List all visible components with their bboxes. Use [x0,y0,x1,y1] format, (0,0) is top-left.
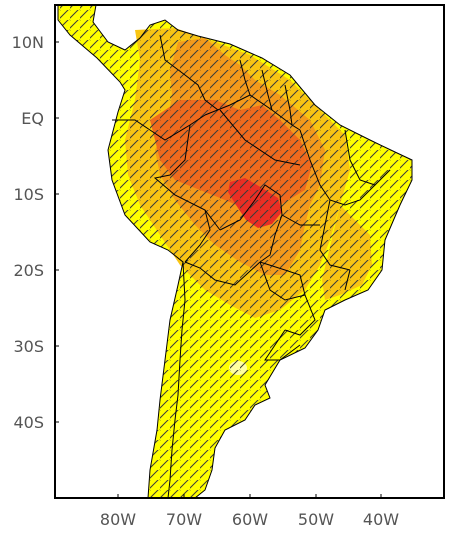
lon-label-60w: 60W [232,510,268,529]
border-chile-argentina [167,261,186,498]
lat-ticks [55,41,59,423]
lon-label-70w: 70W [166,510,202,529]
border-venezuela-guyana [239,59,251,96]
lat-label-40s: 40S [13,413,44,432]
country-borders [57,5,413,498]
border-colombia-peru [149,114,206,141]
lat-label-eq: EQ [21,109,44,128]
border-brazil-states-4 [281,214,320,226]
border-suriname-guiana [284,84,293,126]
border-colombia-venezuela [159,34,219,111]
lon-label-80w: 80W [100,510,136,529]
border-guyana-suriname [261,69,273,111]
map-area [57,5,413,498]
border-bolivia-brazil [219,184,283,263]
border-brazil-states-2 [319,199,351,271]
lat-label-10n: 10N [12,33,44,52]
border-brazil-states-3 [344,129,391,186]
lon-ticks [117,494,382,498]
coastline [57,5,413,498]
border-argentina-brazil [284,294,316,336]
border-brazil-states-5 [344,269,351,291]
border-bolivia-chile [184,261,261,286]
significance-hatching [58,5,412,498]
border-peru-bolivia [184,209,211,263]
lat-label-10s: 10S [13,185,44,204]
lat-label-30s: 30S [13,337,44,356]
border-brazil-states-6 [219,109,301,166]
lon-label-50w: 50W [298,510,334,529]
border-north-brazil [204,94,301,131]
lon-labels: 80W 70W 60W 50W 40W [100,510,399,529]
lon-label-40w: 40W [363,510,399,529]
lat-label-20s: 20S [13,261,44,280]
border-colombia-ecuador [112,119,151,131]
border-uruguay [264,329,301,361]
lat-labels: 10N EQ 10S 20S 30S 40S [12,33,44,432]
